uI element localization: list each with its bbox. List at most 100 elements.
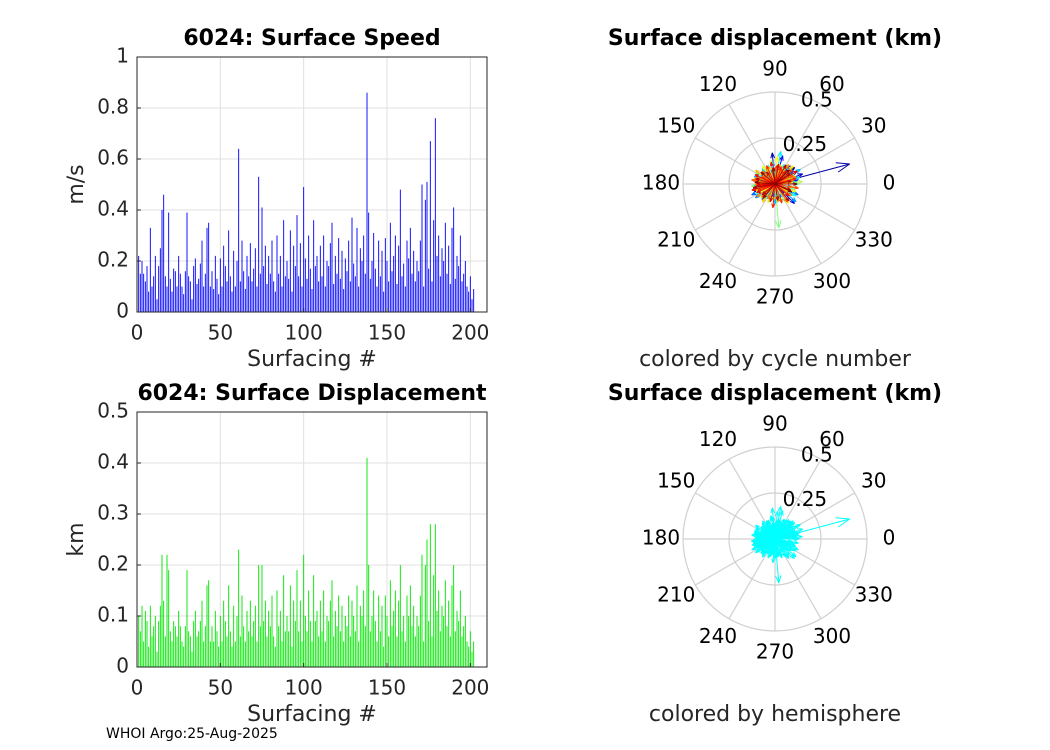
angle-label: 60: [819, 72, 844, 96]
bar: [393, 610, 395, 667]
bar: [158, 266, 160, 312]
arrow-head: [760, 171, 765, 175]
bar: [269, 626, 271, 667]
bar: [473, 641, 475, 667]
arrow-head: [761, 525, 766, 529]
bar: [201, 600, 203, 667]
arrow-head: [777, 151, 782, 157]
bar: [279, 255, 281, 312]
bar: [211, 626, 213, 667]
bar: [139, 273, 141, 312]
arrow-head: [790, 171, 794, 175]
arrow-head: [775, 198, 779, 203]
bar: [276, 590, 278, 667]
bar: [246, 610, 248, 667]
bar: [243, 626, 245, 667]
bar: [309, 621, 311, 667]
y-tick-label: 0.3: [97, 501, 129, 525]
bar: [459, 590, 461, 667]
bar: [216, 631, 218, 667]
arrow-head: [751, 546, 756, 551]
angle-label: 330: [855, 228, 893, 252]
bar: [449, 636, 451, 667]
arrow-head: [756, 548, 760, 552]
bar: [418, 271, 420, 312]
bar: [234, 286, 236, 312]
bar: [183, 646, 185, 667]
bar: [409, 227, 411, 312]
bar: [363, 235, 365, 312]
bar: [206, 227, 208, 312]
arrow-shaft: [774, 183, 783, 204]
arrow-head: [796, 168, 801, 174]
arrow-head: [760, 526, 765, 530]
y-tick-label: 0.5: [97, 399, 129, 423]
arrow-shaft: [774, 183, 779, 201]
bar: [144, 610, 146, 667]
arrow-head: [773, 167, 776, 172]
arrow-shaft: [756, 538, 776, 549]
arrow-head: [772, 161, 776, 166]
arrow-head: [785, 198, 790, 202]
bar: [401, 631, 403, 667]
arrow-head: [787, 173, 791, 178]
bar: [274, 646, 276, 667]
bar: [368, 212, 370, 312]
arrow-head: [754, 535, 759, 538]
bar: [299, 600, 301, 667]
bar: [291, 646, 293, 667]
arrow-head: [790, 526, 794, 530]
bar: [238, 549, 240, 667]
arrow-head: [756, 189, 760, 193]
bar: [333, 283, 335, 312]
bar: [189, 281, 191, 312]
arrow-head: [793, 170, 798, 175]
arrow-head: [777, 506, 782, 512]
displacement-arrow: [754, 174, 776, 185]
bar: [331, 222, 333, 312]
arrow-head: [774, 511, 778, 517]
arrow-head: [761, 198, 764, 203]
arrow-head: [837, 163, 850, 173]
bar: [468, 291, 470, 312]
bar: [239, 636, 241, 667]
bar: [398, 600, 400, 667]
bar: [406, 240, 408, 312]
bar: [319, 245, 321, 312]
footer-timestamp: WHOI Argo:25-Aug-2025: [106, 726, 278, 742]
displacement-arrow: [774, 183, 782, 229]
bar: [161, 210, 163, 312]
bar: [271, 240, 273, 312]
angle-label: 0: [883, 526, 896, 550]
bar: [441, 248, 443, 312]
displacement-arrow: [774, 166, 782, 185]
angle-label: 150: [657, 469, 695, 493]
bar: [404, 286, 406, 312]
bar: [434, 524, 436, 667]
angle-label: 240: [699, 624, 737, 648]
arrow-head: [773, 522, 776, 527]
bar: [241, 240, 243, 312]
bar: [144, 281, 146, 312]
x-tick-label: 50: [208, 321, 233, 345]
bar: [334, 255, 336, 312]
bar: [436, 610, 438, 667]
bar: [248, 631, 250, 667]
bar: [448, 600, 450, 667]
bar: [408, 616, 410, 667]
bar: [369, 631, 371, 667]
bar: [439, 276, 441, 312]
bar: [153, 276, 155, 312]
bar: [339, 631, 341, 667]
bar: [349, 636, 351, 667]
bar: [236, 616, 238, 667]
bar: [364, 626, 366, 667]
displacement-arrow: [769, 183, 776, 203]
bar: [384, 238, 386, 312]
bar: [451, 227, 453, 312]
angle-label: 180: [642, 526, 680, 550]
displacement-arrow: [769, 538, 776, 558]
bar: [263, 621, 265, 667]
arrow-shaft: [766, 171, 776, 185]
bar: [451, 585, 453, 667]
